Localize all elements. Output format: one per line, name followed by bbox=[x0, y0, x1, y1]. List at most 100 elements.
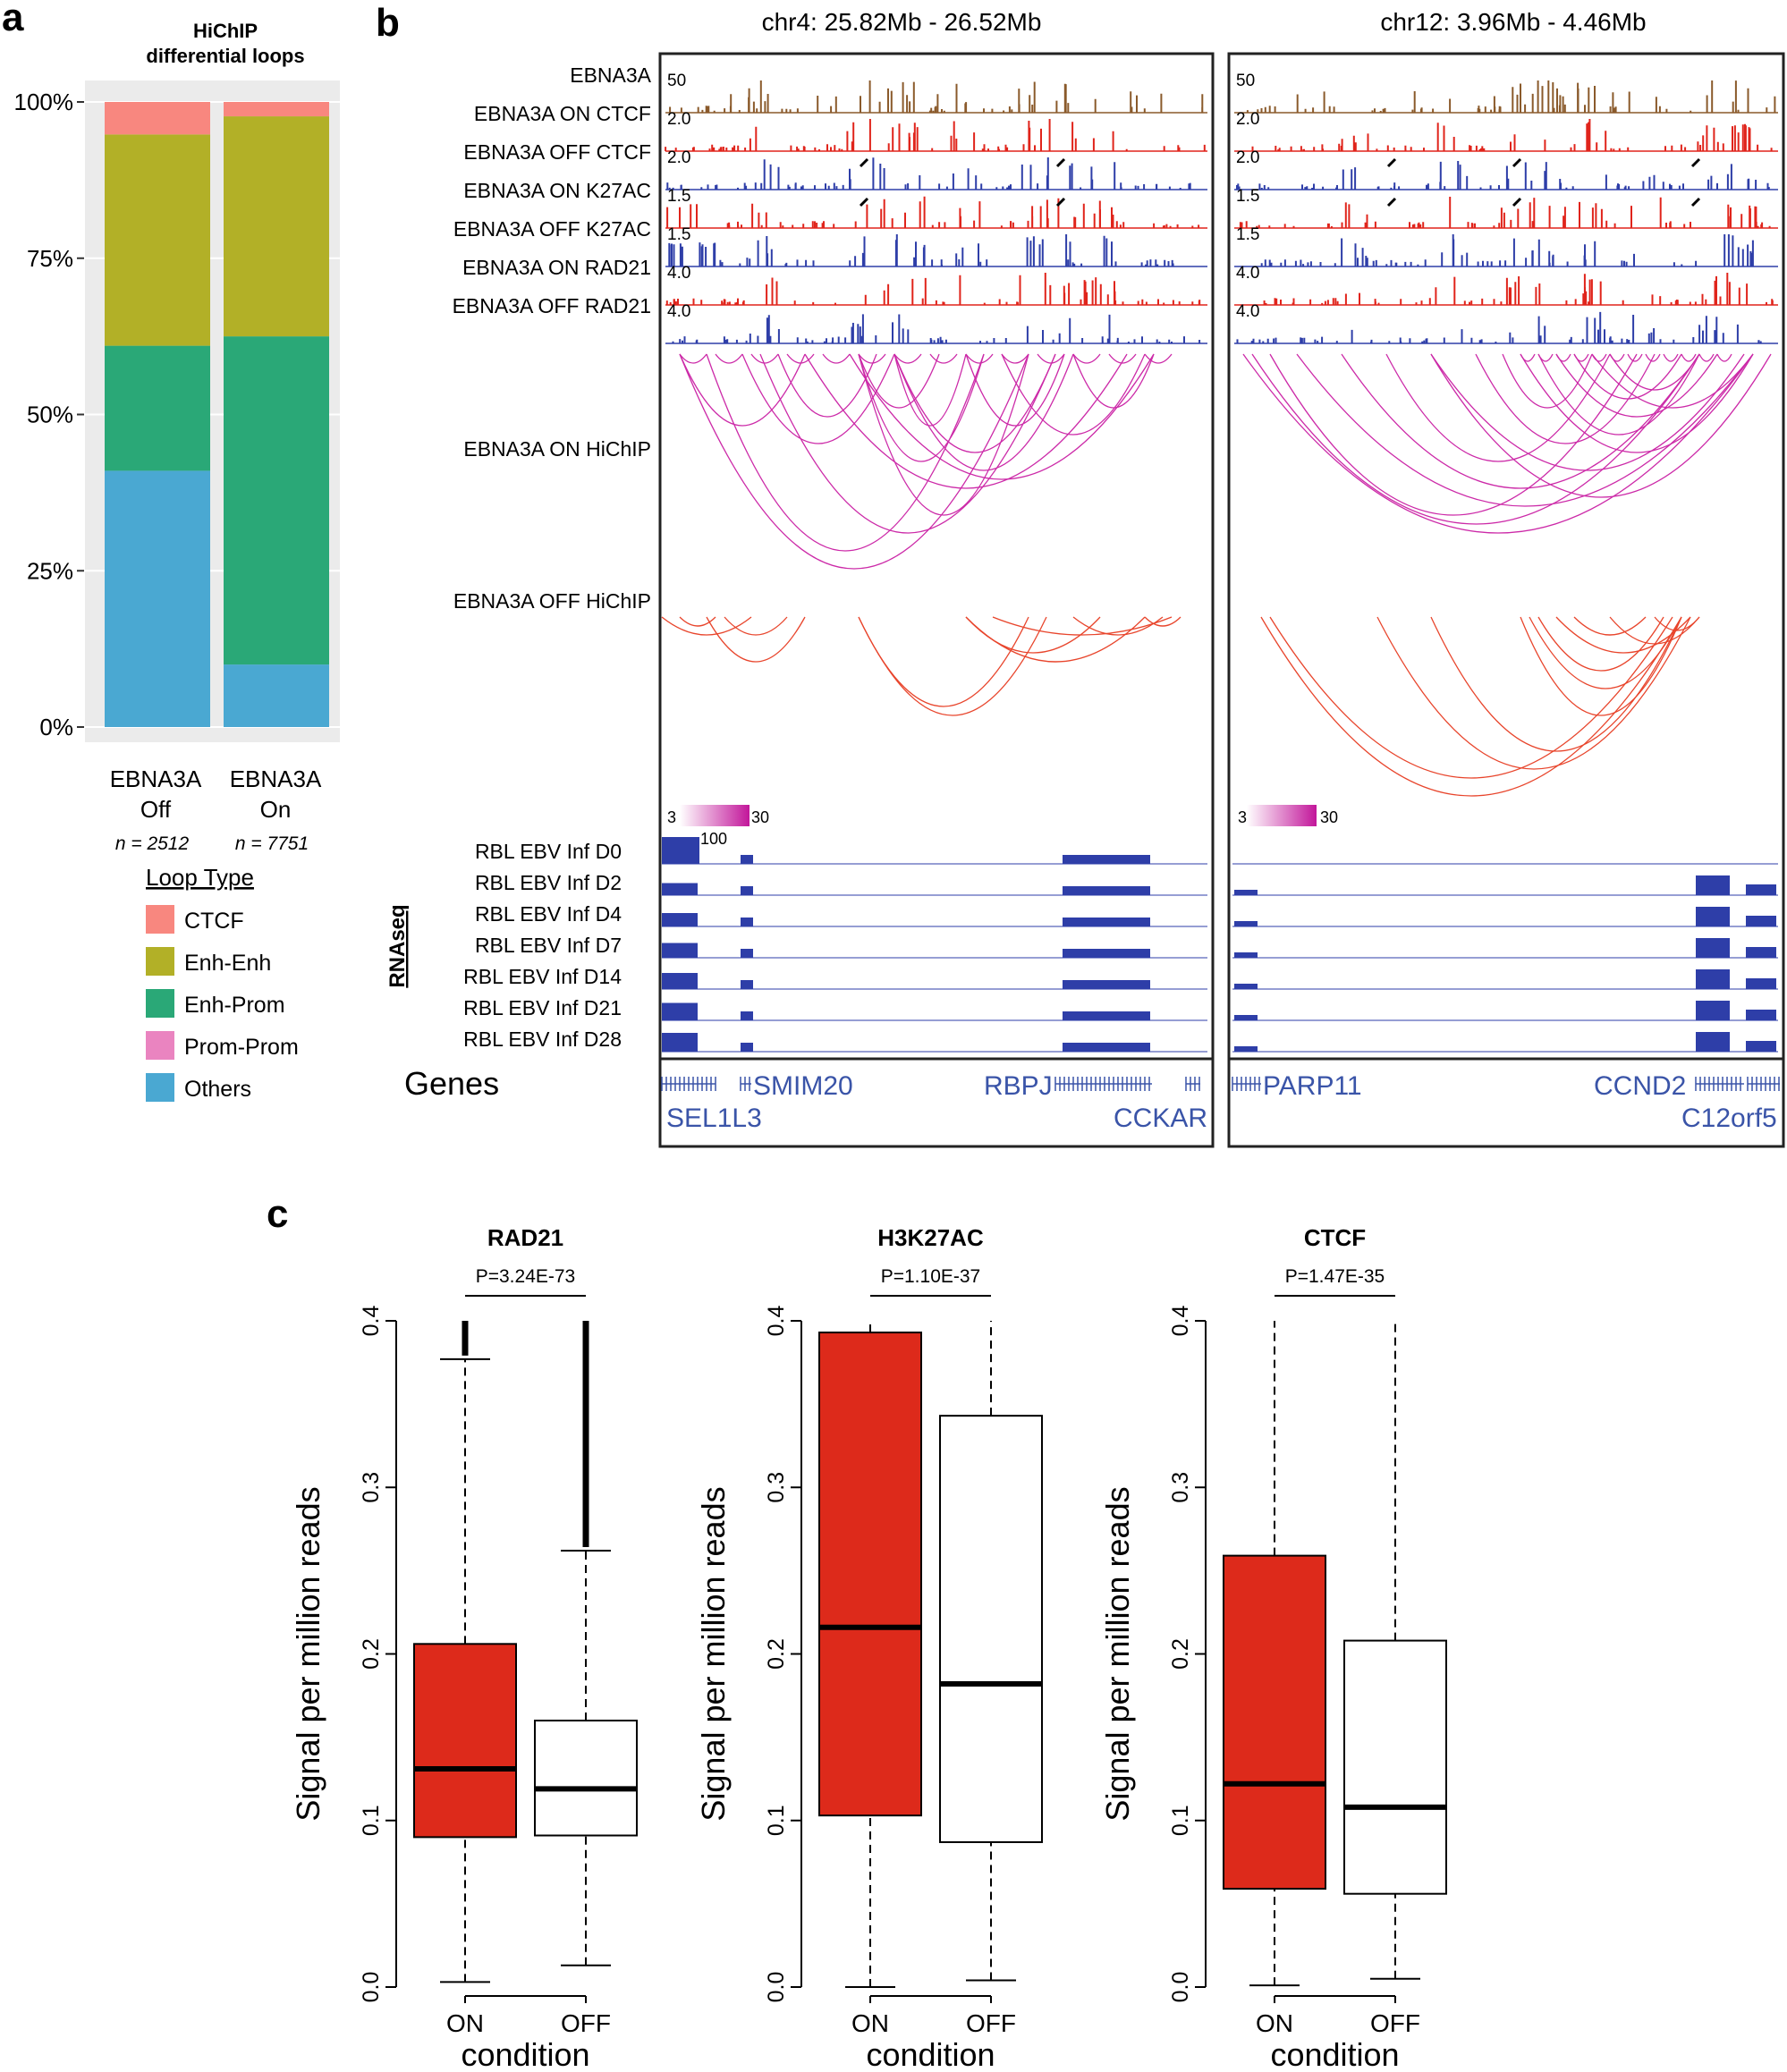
x-tick-label: OFF bbox=[561, 2009, 611, 2037]
track-label: EBNA3A OFF CTCF bbox=[463, 140, 651, 164]
rnaseq-track-label: RBL EBV Inf D0 bbox=[475, 840, 622, 863]
rnaseq-signal bbox=[1063, 980, 1150, 989]
hichip-loop-on bbox=[894, 353, 1074, 471]
rnaseq-signal bbox=[662, 837, 699, 864]
signal-peaks bbox=[1251, 119, 1773, 151]
rnaseq-signal bbox=[662, 913, 698, 926]
y-axis-label: Signal per million reads bbox=[695, 1486, 732, 1821]
rnaseq-signal bbox=[741, 886, 753, 895]
hichip-loop-on bbox=[858, 353, 1029, 516]
x-tick-label: EBNA3A bbox=[230, 765, 322, 792]
hichip-loop-off bbox=[1430, 616, 1682, 752]
rnaseq-signal bbox=[1063, 1043, 1150, 1052]
rnaseq-signal bbox=[1234, 921, 1258, 926]
hichip-loop-off bbox=[858, 616, 1029, 707]
arrow-marker bbox=[1386, 157, 1397, 168]
y-tick-label: 0.1 bbox=[764, 1805, 789, 1836]
track-scale: 2.0 bbox=[667, 110, 690, 129]
x-tick-label: EBNA3A bbox=[110, 765, 202, 792]
arrow-marker bbox=[859, 197, 869, 207]
signal-peaks bbox=[1239, 197, 1771, 228]
y-tick-label: 100% bbox=[14, 89, 74, 115]
hichip-loop-on bbox=[929, 353, 958, 364]
hichip-loop-on bbox=[706, 353, 985, 552]
boxplot-ctcf: 0.0 0.1 0.2 0.3 0.4 Signal per million reads O… bbox=[1099, 1224, 1447, 2072]
legend-swatch bbox=[146, 1073, 174, 1102]
legend-swatch bbox=[146, 905, 174, 934]
hichip-loop-on bbox=[1296, 353, 1754, 507]
y-tick-label: 0.2 bbox=[359, 1638, 384, 1670]
rnaseq-signal bbox=[1746, 1041, 1776, 1052]
rnaseq-signal bbox=[1234, 890, 1258, 895]
y-tick-label: 75% bbox=[27, 245, 73, 272]
bar-segment-enh-enh bbox=[105, 134, 210, 346]
hichip-loop-on bbox=[849, 353, 1155, 480]
hichip-loop-on bbox=[1001, 353, 1146, 436]
hichip-loop-on bbox=[679, 353, 1029, 570]
hichip-loop-on bbox=[679, 353, 806, 427]
rnaseq-signal bbox=[741, 1043, 753, 1052]
x-tick-label: ON bbox=[446, 2009, 484, 2037]
hichip-loop-off bbox=[661, 616, 752, 636]
signal-peaks bbox=[665, 273, 1201, 305]
rnaseq-track-label: RBL EBV Inf D21 bbox=[463, 996, 622, 1019]
hichip-loop-on bbox=[1609, 353, 1625, 362]
hichip-loop-on bbox=[858, 353, 985, 462]
gene-label: CCKAR bbox=[1114, 1104, 1207, 1133]
legend-swatch bbox=[146, 1031, 174, 1060]
hichip-loop-on bbox=[1555, 353, 1571, 362]
hichip-loop-on bbox=[1627, 353, 1643, 362]
track-scale: 1.5 bbox=[667, 225, 690, 244]
gene-label: C12orf5 bbox=[1681, 1104, 1777, 1133]
arrow-marker bbox=[1690, 157, 1701, 168]
hichip-loop-on bbox=[894, 353, 1056, 453]
rnaseq-signal bbox=[1696, 875, 1730, 895]
rnaseq-signal bbox=[662, 1002, 698, 1020]
y-tick-label: 0% bbox=[39, 714, 73, 740]
y-tick-label: 0.1 bbox=[359, 1805, 384, 1836]
hichip-loop-on bbox=[1591, 353, 1754, 409]
signal-peaks bbox=[668, 234, 1174, 266]
track-scale: 2.0 bbox=[667, 148, 690, 167]
hichip-loop-on bbox=[1609, 353, 1700, 391]
y-tick-label: 0.4 bbox=[359, 1306, 384, 1337]
hichip-loop-on bbox=[1555, 353, 1718, 418]
gene-label: SEL1L3 bbox=[666, 1104, 762, 1133]
signal-peaks bbox=[666, 196, 1200, 228]
y-tick-label: 25% bbox=[27, 557, 73, 584]
y-axis-label: Signal per million reads bbox=[290, 1486, 326, 1821]
gene-model bbox=[1747, 1077, 1780, 1091]
y-tick-label: 0.0 bbox=[764, 1972, 789, 2003]
region-title: chr4: 25.82Mb - 26.52Mb bbox=[762, 8, 1042, 36]
colorscale-max: 30 bbox=[1320, 808, 1338, 826]
browser-frame-right bbox=[1227, 52, 1785, 1148]
y-tick-label: 0.3 bbox=[1168, 1472, 1193, 1503]
boxplot-h3k27ac: 0.0 0.1 0.2 0.3 0.4 Signal per million reads O… bbox=[695, 1224, 1043, 2072]
region-title: chr12: 3.96Mb - 4.46Mb bbox=[1380, 8, 1646, 36]
gene-model bbox=[740, 1077, 751, 1091]
colorscale-min: 3 bbox=[1238, 808, 1247, 826]
legend-title: Loop Type bbox=[146, 864, 254, 891]
hichip-loop-on bbox=[822, 353, 851, 364]
browser-frame-left bbox=[658, 52, 1215, 1148]
rnaseq-track-label: RBL EBV Inf D28 bbox=[463, 1028, 622, 1051]
panel-label-c: c bbox=[267, 1192, 288, 1236]
legend-label: CTCF bbox=[184, 909, 244, 934]
x-tick-label: ON bbox=[851, 2009, 889, 2037]
gene-model bbox=[661, 1077, 716, 1091]
hichip-loop-on bbox=[965, 353, 994, 364]
boxplot-rad21: 0.0 0.1 0.2 0.3 0.4 Signal per million reads O… bbox=[290, 1224, 638, 2072]
legend-label: Others bbox=[184, 1077, 251, 1102]
rnaseq-signal bbox=[662, 943, 698, 958]
hichip-loop-on bbox=[1072, 353, 1155, 409]
hichip-loop-on bbox=[715, 353, 743, 364]
track-scale: 2.0 bbox=[1236, 110, 1259, 129]
hichip-loop-on bbox=[1716, 353, 1732, 362]
signal-peaks bbox=[1246, 80, 1776, 113]
legend-label: Enh-Enh bbox=[184, 951, 271, 976]
hichip-loop-on bbox=[1072, 353, 1101, 364]
hichip-loop-on bbox=[1520, 353, 1754, 453]
arrow-marker bbox=[1055, 157, 1066, 168]
hichip-loop-on bbox=[759, 353, 1056, 534]
hichip-loop-on bbox=[1573, 353, 1682, 400]
